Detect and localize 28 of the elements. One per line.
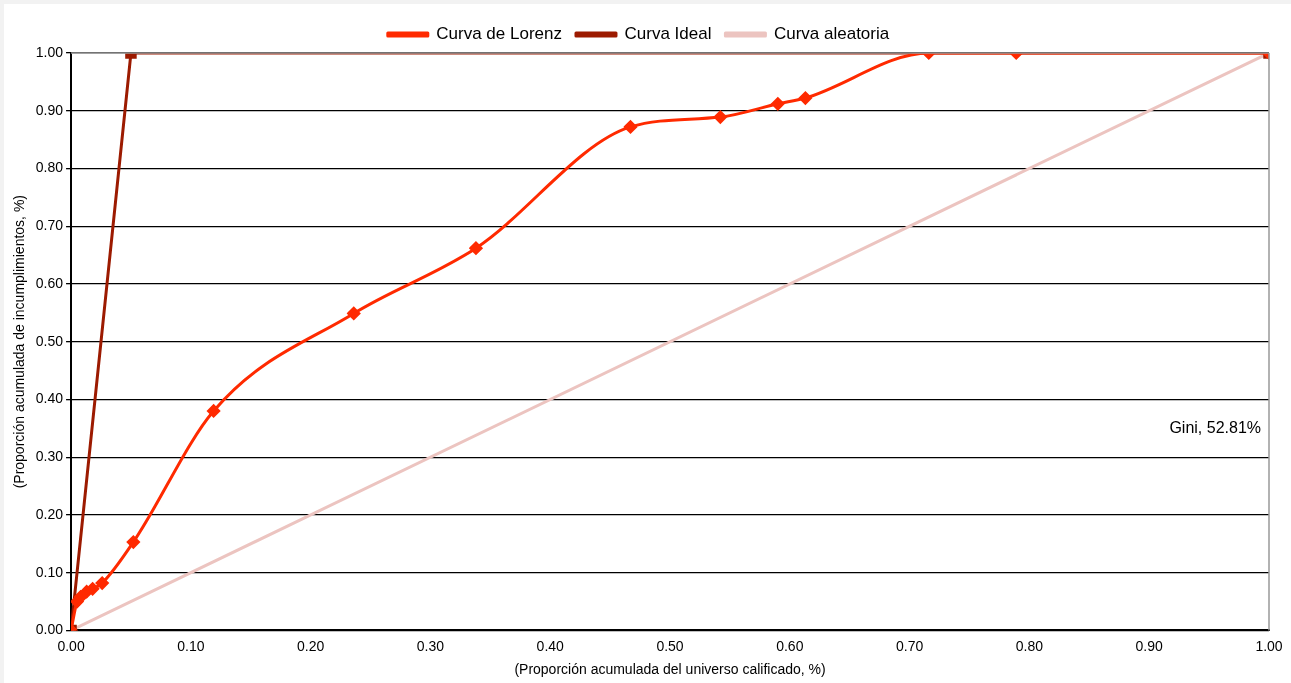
y-tick-label: 0.20 bbox=[35, 505, 64, 522]
y-tick-label: 0.60 bbox=[35, 274, 64, 291]
y-tick-label: 0.40 bbox=[35, 390, 64, 407]
x-tick-label: 1.00 bbox=[1255, 637, 1283, 654]
x-tick-label: 0.30 bbox=[416, 637, 445, 654]
y-tick-label: 0.80 bbox=[35, 159, 64, 176]
x-tick-label: 0.00 bbox=[57, 637, 85, 654]
x-tick-label: 0.50 bbox=[656, 637, 684, 654]
y-tick-label: 0.00 bbox=[35, 621, 64, 638]
legend-label: Curva de Lorenz bbox=[436, 24, 562, 44]
legend-label: Curva Ideal bbox=[624, 24, 712, 44]
y-tick-label: 0.70 bbox=[35, 217, 64, 234]
x-tick-label: 0.70 bbox=[895, 637, 924, 654]
x-tick-label: 0.60 bbox=[776, 637, 804, 654]
x-axis-title: (Proporción acumulada del universo calificado, %) bbox=[514, 661, 826, 678]
annotation: Gini, 52.81% bbox=[1169, 418, 1261, 436]
y-tick-label: 0.10 bbox=[35, 563, 64, 580]
legend-label: Curva aleatoria bbox=[773, 24, 890, 44]
y-tick-label: 0.30 bbox=[35, 448, 64, 465]
y-axis-title: (Proporción acumulada de incumplimientos, %) bbox=[11, 195, 28, 489]
y-tick-label: 0.50 bbox=[35, 332, 64, 349]
y-tick-label: 1.00 bbox=[35, 43, 64, 60]
x-tick-label: 0.80 bbox=[1015, 637, 1044, 654]
y-tick-label: 0.90 bbox=[35, 101, 64, 118]
x-tick-label: 0.10 bbox=[177, 637, 205, 654]
x-tick-label: 0.40 bbox=[536, 637, 565, 654]
x-tick-label: 0.90 bbox=[1135, 637, 1164, 654]
x-tick-label: 0.20 bbox=[297, 637, 325, 654]
